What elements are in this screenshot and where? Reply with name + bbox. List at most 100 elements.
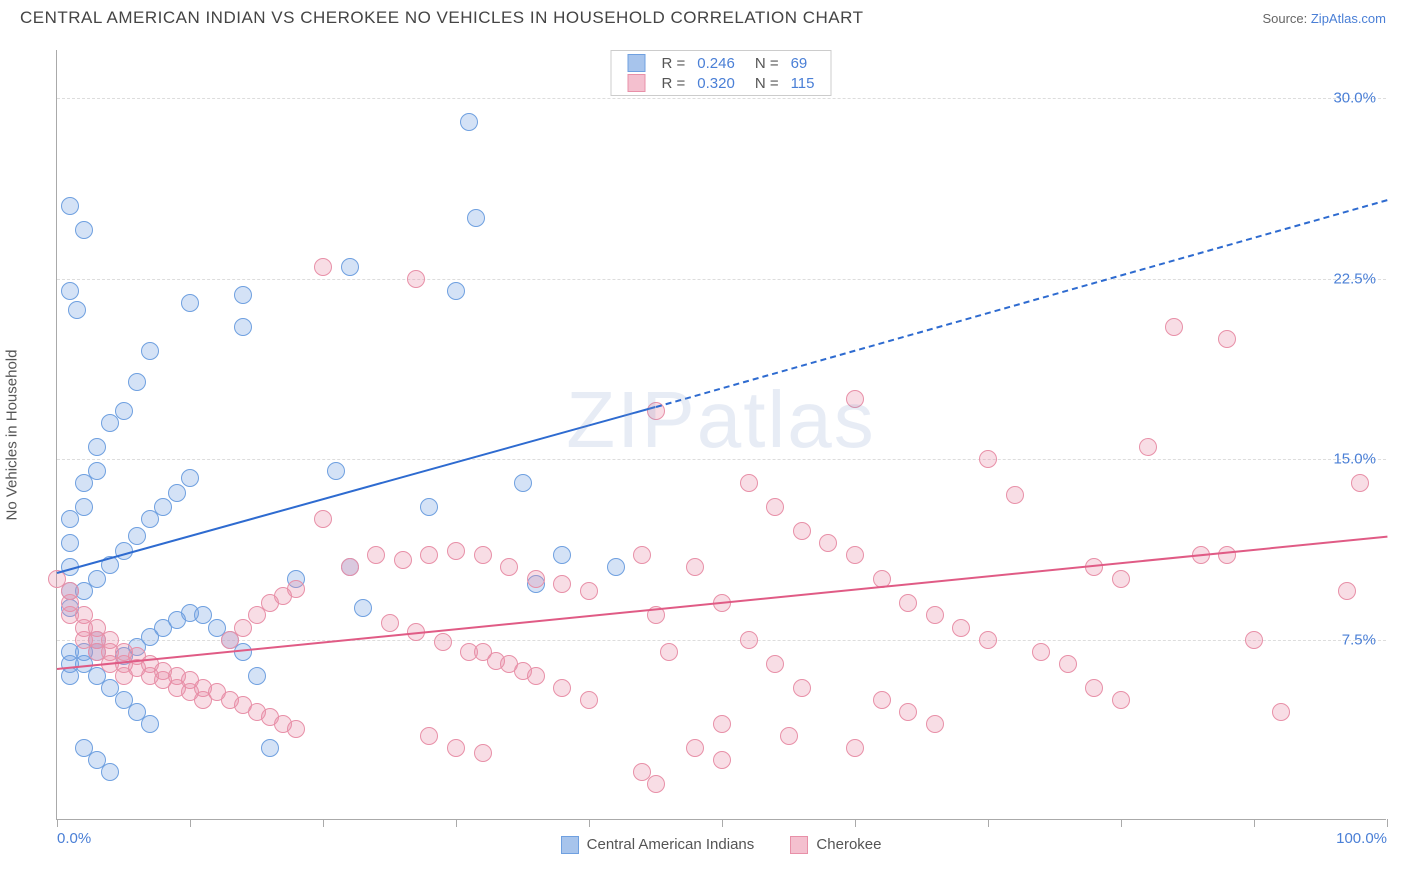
x-tick	[855, 819, 856, 827]
y-axis-title: No Vehicles in Household	[4, 350, 21, 521]
x-tick	[1387, 819, 1388, 827]
scatter-point-cai	[141, 342, 159, 360]
x-tick	[1121, 819, 1122, 827]
scatter-point-cai	[128, 527, 146, 545]
scatter-point-cai	[68, 301, 86, 319]
x-tick	[722, 819, 723, 827]
scatter-point-cai	[61, 510, 79, 528]
scatter-point-cherokee	[1139, 438, 1157, 456]
scatter-point-cherokee	[846, 390, 864, 408]
scatter-point-cai	[514, 474, 532, 492]
scatter-point-cai	[61, 282, 79, 300]
x-tick	[57, 819, 58, 827]
scatter-point-cherokee	[873, 691, 891, 709]
series-legend: Central American Indians Cherokee	[56, 836, 1386, 854]
legend-row-cai: R =0.246N =69	[622, 53, 821, 73]
scatter-point-cherokee	[766, 655, 784, 673]
scatter-point-cai	[327, 462, 345, 480]
scatter-point-cai	[467, 209, 485, 227]
scatter-point-cai	[460, 113, 478, 131]
legend-item-cherokee: Cherokee	[790, 836, 881, 854]
y-tick-label: 7.5%	[1342, 631, 1376, 648]
scatter-point-cherokee	[633, 546, 651, 564]
scatter-point-cherokee	[1338, 582, 1356, 600]
source-link[interactable]: ZipAtlas.com	[1311, 11, 1386, 26]
scatter-point-cherokee	[460, 643, 478, 661]
scatter-point-cai	[341, 258, 359, 276]
scatter-point-cherokee	[474, 744, 492, 762]
y-tick-label: 30.0%	[1333, 90, 1376, 107]
scatter-point-cherokee	[713, 751, 731, 769]
scatter-point-cai	[88, 570, 106, 588]
grid-line	[57, 98, 1386, 99]
x-tick	[988, 819, 989, 827]
scatter-point-cherokee	[846, 546, 864, 564]
scatter-point-cherokee	[899, 594, 917, 612]
scatter-point-cherokee	[580, 691, 598, 709]
scatter-point-cai	[181, 294, 199, 312]
scatter-point-cai	[234, 286, 252, 304]
scatter-point-cai	[248, 667, 266, 685]
scatter-point-cherokee	[713, 715, 731, 733]
x-tick	[323, 819, 324, 827]
scatter-point-cherokee	[740, 631, 758, 649]
scatter-point-cherokee	[1059, 655, 1077, 673]
trend-line	[655, 199, 1387, 408]
legend-row-cherokee: R =0.320N =115	[622, 73, 821, 93]
scatter-point-cherokee	[381, 614, 399, 632]
scatter-point-cherokee	[686, 739, 704, 757]
scatter-point-cherokee	[1112, 570, 1130, 588]
scatter-point-cherokee	[580, 582, 598, 600]
scatter-point-cai	[607, 558, 625, 576]
trend-line	[57, 536, 1387, 670]
x-tick	[1254, 819, 1255, 827]
scatter-point-cherokee	[553, 575, 571, 593]
scatter-point-cherokee	[1165, 318, 1183, 336]
scatter-point-cai	[553, 546, 571, 564]
scatter-point-cherokee	[527, 570, 545, 588]
y-tick-label: 22.5%	[1333, 270, 1376, 287]
scatter-point-cherokee	[434, 633, 452, 651]
scatter-point-cherokee	[793, 679, 811, 697]
source-attribution: Source: ZipAtlas.com	[1262, 11, 1386, 26]
scatter-point-cherokee	[766, 498, 784, 516]
scatter-point-cherokee	[952, 619, 970, 637]
scatter-point-cherokee	[394, 551, 412, 569]
scatter-point-cherokee	[1218, 330, 1236, 348]
scatter-point-cai	[154, 498, 172, 516]
legend-swatch-cherokee	[790, 836, 808, 854]
stats-legend: R =0.246N =69R =0.320N =115	[611, 50, 832, 96]
scatter-point-cherokee	[1245, 631, 1263, 649]
scatter-point-cai	[101, 414, 119, 432]
legend-swatch-cai	[628, 54, 646, 72]
x-tick	[589, 819, 590, 827]
scatter-point-cherokee	[500, 558, 518, 576]
scatter-point-cherokee	[474, 546, 492, 564]
x-tick	[456, 819, 457, 827]
x-tick	[190, 819, 191, 827]
scatter-point-cherokee	[793, 522, 811, 540]
scatter-point-cai	[61, 197, 79, 215]
scatter-point-cai	[420, 498, 438, 516]
scatter-point-cai	[88, 438, 106, 456]
scatter-point-cai	[101, 763, 119, 781]
scatter-point-cherokee	[819, 534, 837, 552]
y-tick-label: 15.0%	[1333, 451, 1376, 468]
scatter-point-cherokee	[1112, 691, 1130, 709]
scatter-point-cherokee	[740, 474, 758, 492]
scatter-point-cherokee	[553, 679, 571, 697]
scatter-point-cherokee	[899, 703, 917, 721]
chart-title: CENTRAL AMERICAN INDIAN VS CHEROKEE NO V…	[20, 8, 864, 28]
scatter-point-cai	[61, 534, 79, 552]
scatter-point-cherokee	[1351, 474, 1369, 492]
scatter-point-cai	[141, 715, 159, 733]
scatter-point-cherokee	[1272, 703, 1290, 721]
scatter-point-cherokee	[660, 643, 678, 661]
scatter-point-cherokee	[447, 542, 465, 560]
scatter-point-cai	[75, 221, 93, 239]
scatter-point-cai	[234, 318, 252, 336]
scatter-point-cherokee	[367, 546, 385, 564]
scatter-point-cherokee	[487, 652, 505, 670]
scatter-point-cherokee	[420, 727, 438, 745]
chart-area: 7.5%15.0%22.5%30.0%0.0%100.0% No Vehicle…	[56, 50, 1386, 820]
